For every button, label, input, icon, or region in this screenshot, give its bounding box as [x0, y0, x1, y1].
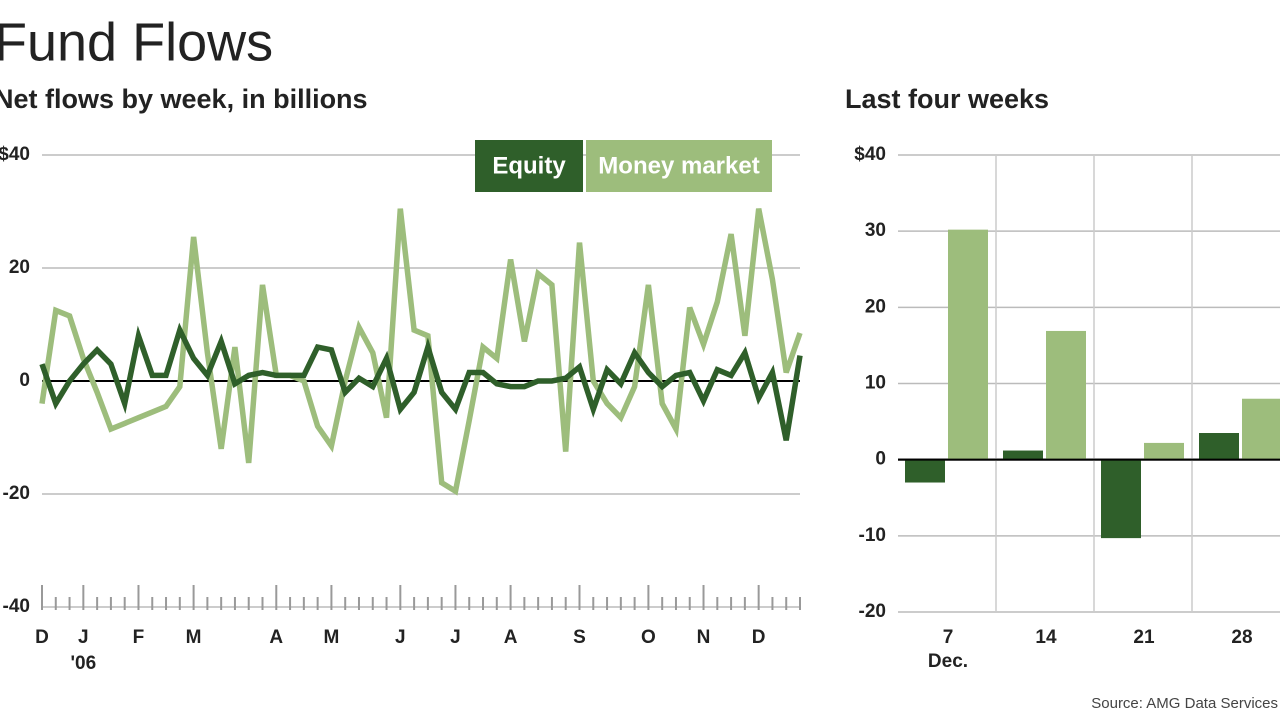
x-year-label: '06 [71, 653, 97, 674]
source: Source: AMG Data Services [1091, 695, 1278, 712]
chart-title: Fund Flows [0, 12, 273, 72]
bar [1144, 442, 1184, 460]
y-tick-label: -20 [3, 483, 30, 504]
x-tick-label: 28 [1231, 627, 1252, 648]
bar [1046, 330, 1086, 460]
legend-label: Equity [492, 152, 566, 179]
bar [948, 229, 988, 460]
panel-title: Last four weeks [845, 84, 1049, 114]
x-tick-label: O [641, 627, 656, 648]
x-tick-label: A [504, 627, 518, 648]
x-sublabel: Dec. [928, 651, 968, 672]
y-tick-label: -20 [859, 601, 886, 622]
y-tick-label: 10 [865, 373, 886, 394]
bar [905, 459, 945, 483]
y-tick-label: 20 [9, 257, 30, 278]
y-tick-label: 0 [875, 449, 886, 470]
x-tick-label: M [324, 627, 340, 648]
legend-swatch [475, 140, 583, 192]
legend-swatch [586, 140, 772, 192]
y-tick-label: -10 [859, 525, 886, 546]
x-tick-label: D [752, 627, 766, 648]
x-tick-label: N [697, 627, 711, 648]
x-tick-label: A [269, 627, 283, 648]
bar [1199, 433, 1239, 460]
x-tick-label: 14 [1035, 627, 1057, 648]
x-tick-label: J [78, 627, 89, 648]
x-tick-label: J [450, 627, 461, 648]
y-tick-label: 20 [865, 296, 886, 317]
x-tick-label: 7 [943, 627, 954, 648]
legend-label: Money market [598, 152, 759, 179]
bar [1242, 398, 1280, 460]
x-tick-label: F [133, 627, 145, 648]
x-tick-label: J [395, 627, 406, 648]
series-line [39, 322, 803, 441]
chart-subtitle: Net flows by week, in billions [0, 84, 368, 114]
bar [1003, 450, 1043, 460]
bar [1101, 459, 1141, 539]
x-tick-label: S [573, 627, 586, 648]
y-tick-label: 0 [19, 370, 30, 391]
y-tick-label: 30 [865, 220, 886, 241]
series-line [39, 208, 803, 496]
y-tick-label: $40 [0, 144, 30, 165]
y-tick-label: $40 [854, 144, 886, 165]
x-tick-label: D [35, 627, 49, 648]
x-tick-label: 21 [1133, 627, 1155, 648]
y-tick-label: -40 [3, 596, 30, 617]
x-tick-label: M [186, 627, 202, 648]
